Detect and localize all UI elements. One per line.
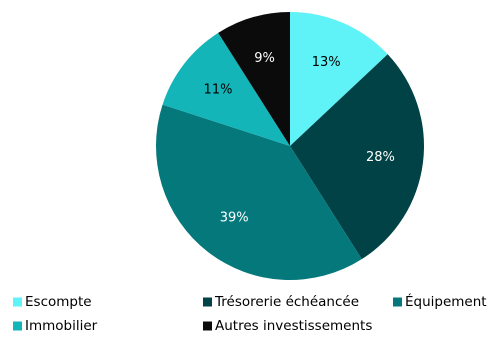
legend-swatch-2 (203, 297, 212, 307)
legend-item-5: Autres investissements (203, 318, 372, 334)
legend-label-2: Trésorerie échéancée (214, 294, 359, 310)
pie-slices (156, 12, 424, 280)
legend-label-4: Immobilier (25, 318, 98, 334)
legend-item-1: Escompte (13, 294, 92, 310)
pie-slice-5 (218, 12, 290, 146)
pie-slice-label-4: 11% (204, 83, 233, 98)
legend-label-3: Équipement (405, 293, 487, 310)
legend-item-4: Immobilier (13, 318, 98, 334)
pie-slice-1 (290, 12, 388, 146)
legend-swatch-1 (13, 297, 22, 307)
legend-swatch-5 (203, 321, 212, 331)
legend-label-5: Autres investissements (215, 318, 372, 334)
pie-slice-4 (162, 32, 290, 146)
legend: Escompte Trésorerie échéancée Équipement Im… (13, 293, 487, 334)
pie-slice-label-2: 28% (366, 150, 395, 165)
pie-slice-labels: 13% 28% 39% 11% 9% (204, 51, 395, 226)
legend-swatch-4 (13, 321, 22, 331)
legend-item-3: Équipement (393, 293, 487, 310)
pie-slice-label-3: 39% (220, 210, 249, 225)
legend-item-2: Trésorerie échéancée (203, 294, 359, 310)
legend-swatch-3 (393, 297, 402, 307)
pie-slice-label-1: 13% (312, 55, 341, 70)
pie-slice-2 (290, 54, 424, 260)
pie-slice-label-5: 9% (254, 51, 275, 66)
legend-label-1: Escompte (25, 294, 92, 310)
pie-slice-3 (156, 104, 362, 280)
